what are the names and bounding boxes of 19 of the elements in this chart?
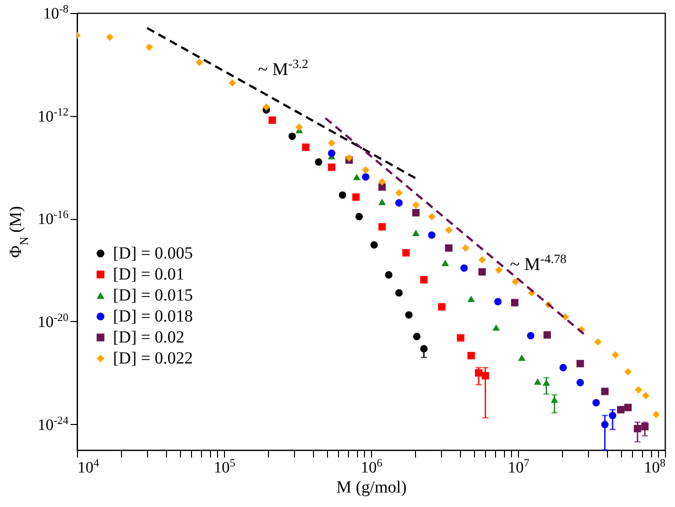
legend-label: [D] = 0.018 xyxy=(113,306,193,326)
y-tick-label: 10$^{-8}$ xyxy=(43,4,69,22)
legend-label: [D] = 0.022 xyxy=(113,348,193,368)
x-tick-label: 10$^{8}$ xyxy=(644,458,666,476)
x-tick-label: 10$^{4}$ xyxy=(78,458,100,476)
legend-label: [D] = 0.005 xyxy=(113,244,193,262)
y-tick-label: 10$^{-24}$ xyxy=(38,414,69,434)
x-tick-label: 10$^{6}$ xyxy=(360,458,383,476)
x-axis-title: M (g/mol) xyxy=(336,478,407,496)
legend-label: [D] = 0.01 xyxy=(113,264,184,284)
x-tick-label: 10$^{5}$ xyxy=(214,458,236,476)
legend-label: [D] = 0.015 xyxy=(113,286,193,304)
y-tick-label: 10$^{-12}$ xyxy=(38,106,68,126)
y-tick-label: 10$^{-16}$ xyxy=(38,209,69,228)
legend-label: [D] = 0.02 xyxy=(113,328,184,346)
x-tick-label: 10$^{7}$ xyxy=(508,458,530,476)
y-tick-label: 10$^{-20}$ xyxy=(38,312,69,331)
annotation: ~ M$^{-4.78}$ xyxy=(510,252,566,274)
annotation: ~ M$^{-3.2}$ xyxy=(258,57,308,79)
